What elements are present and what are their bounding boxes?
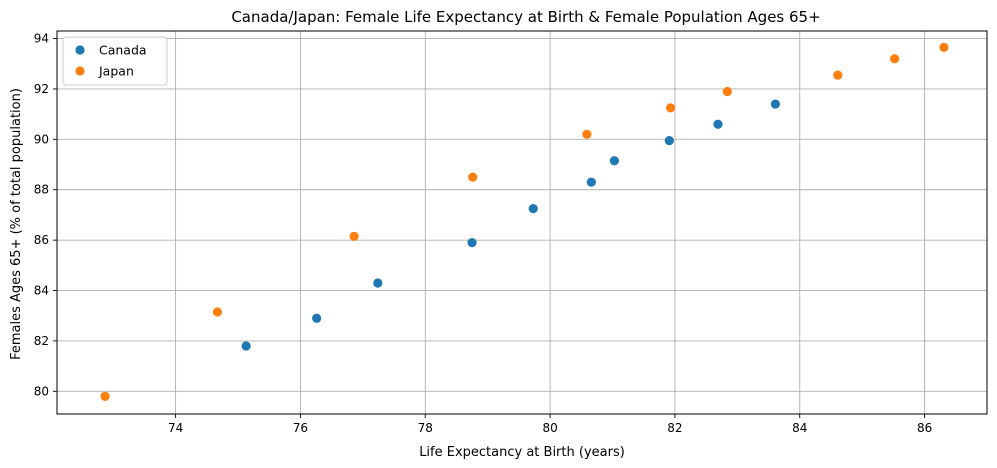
japan-point xyxy=(890,54,900,64)
canada-point xyxy=(609,156,619,166)
chart-title: Canada/Japan: Female Life Expectancy at … xyxy=(231,8,820,26)
x-tick-label: 76 xyxy=(293,421,308,435)
x-axis-label: Life Expectancy at Birth (years) xyxy=(419,445,625,460)
japan-point xyxy=(722,86,732,97)
x-tick-label: 84 xyxy=(792,421,807,435)
y-tick-label: 86 xyxy=(34,233,49,247)
japan-point xyxy=(468,172,478,182)
japan-point xyxy=(212,307,223,317)
x-tick-label: 74 xyxy=(168,421,183,435)
y-axis-label: Females Ages 65+ (% of total population) xyxy=(9,88,24,360)
japan-point xyxy=(349,231,359,241)
y-tick-label: 92 xyxy=(34,82,49,96)
japan-point xyxy=(582,129,592,139)
x-tick-label: 78 xyxy=(418,421,433,435)
legend: Canada Japan xyxy=(62,36,168,86)
data-points xyxy=(100,42,949,401)
y-tick-label: 82 xyxy=(34,334,49,348)
legend-box xyxy=(62,36,168,86)
y-tick-label: 90 xyxy=(34,132,49,146)
canada-point xyxy=(467,238,477,248)
japan-point xyxy=(100,391,110,401)
y-tick-label: 88 xyxy=(34,183,49,197)
y-tick-label: 84 xyxy=(34,284,49,298)
canada-point xyxy=(664,136,674,146)
legend-label-canada: Canada xyxy=(99,43,147,58)
legend-label-japan: Japan xyxy=(98,64,134,79)
x-tick-label: 86 xyxy=(917,421,932,435)
grid-lines xyxy=(57,31,987,414)
canada-point xyxy=(241,341,251,351)
y-tick-label: 80 xyxy=(34,384,49,398)
plot-frame xyxy=(56,30,988,415)
axis-ticks: 74 76 78 80 82 84 86 80 82 84 86 88 90 92 94 xyxy=(34,32,933,435)
japan-point xyxy=(833,70,843,80)
x-tick-label: 80 xyxy=(542,421,557,435)
y-tick-label: 94 xyxy=(34,32,49,46)
legend-marker-japan xyxy=(75,66,85,76)
japan-point xyxy=(665,103,676,113)
canada-point xyxy=(312,313,322,323)
canada-point xyxy=(586,177,596,187)
canada-point xyxy=(770,99,781,109)
canada-point xyxy=(713,119,723,129)
japan-point xyxy=(939,42,949,52)
canada-point xyxy=(528,204,538,214)
x-tick-label: 82 xyxy=(667,421,682,435)
canada-point xyxy=(373,278,383,288)
legend-marker-canada xyxy=(75,45,85,55)
